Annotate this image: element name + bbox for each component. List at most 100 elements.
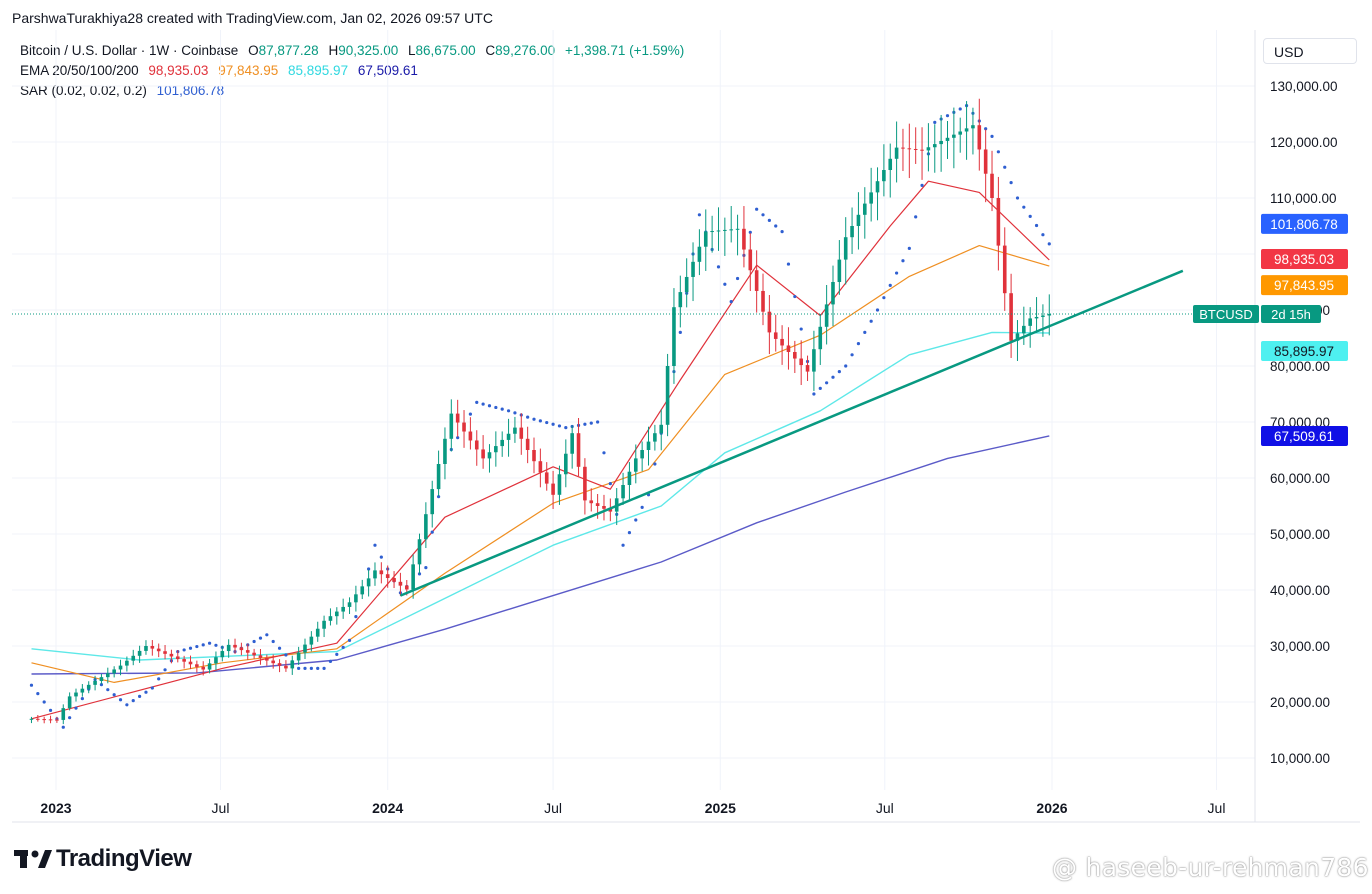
legend-ema-row[interactable]: EMA 20/50/100/200 98,935.03 97,843.95 85… bbox=[20, 61, 690, 81]
candle-body bbox=[284, 665, 288, 669]
sar-dot bbox=[990, 134, 994, 138]
candle-body bbox=[576, 433, 581, 467]
candle-body bbox=[258, 655, 263, 658]
candle-body bbox=[990, 173, 994, 198]
candle-body bbox=[455, 413, 460, 423]
candle-body bbox=[271, 660, 275, 664]
sar-dot bbox=[195, 644, 199, 649]
brand-name: TradingView bbox=[56, 845, 192, 872]
candle-body bbox=[932, 144, 937, 148]
candle-body bbox=[347, 602, 352, 607]
sar-dot bbox=[373, 543, 377, 547]
ema100-line bbox=[31, 331, 1050, 661]
low-value: 86,675.00 bbox=[415, 43, 476, 58]
x-tick-label: 2023 bbox=[40, 800, 71, 816]
candle-body bbox=[487, 452, 492, 459]
candle-body bbox=[799, 358, 803, 366]
ema200-line bbox=[31, 435, 1050, 675]
candle-body bbox=[449, 413, 454, 439]
sar-dot bbox=[48, 708, 53, 713]
sar-dot bbox=[265, 633, 269, 637]
candle-body bbox=[958, 131, 963, 135]
candle-body bbox=[1015, 333, 1020, 341]
candle-body bbox=[729, 229, 734, 231]
price-axis-label-bg bbox=[1261, 275, 1348, 296]
candle-body bbox=[532, 450, 536, 462]
y-tick-label: 20,000.00 bbox=[1270, 695, 1330, 710]
candle-body bbox=[322, 620, 326, 629]
y-tick-label: 10,000.00 bbox=[1270, 751, 1330, 766]
ema50-value: 97,843.95 bbox=[218, 63, 279, 78]
sar-dot bbox=[500, 407, 504, 411]
candle-body bbox=[913, 149, 918, 150]
sar-dot bbox=[188, 646, 193, 650]
sar-dot bbox=[735, 276, 740, 281]
candle-body bbox=[1022, 325, 1026, 334]
sar-dot bbox=[309, 666, 313, 671]
sar-dot bbox=[799, 327, 803, 331]
candle-body bbox=[417, 539, 422, 565]
last-price-symbol: BTCUSD bbox=[1199, 307, 1252, 322]
sar-dot bbox=[914, 215, 918, 219]
candle-body bbox=[672, 307, 676, 366]
tradingview-brand[interactable]: TradingView bbox=[14, 845, 192, 873]
sar-dot bbox=[634, 518, 638, 522]
price-axis-label: 67,509.61 bbox=[1274, 429, 1334, 444]
sar-dot bbox=[379, 555, 383, 559]
y-tick-label: 40,000.00 bbox=[1270, 583, 1330, 598]
candle-body bbox=[42, 719, 46, 721]
candle-body bbox=[36, 718, 40, 720]
candle-body bbox=[443, 438, 447, 464]
candle-body bbox=[156, 648, 161, 652]
y-tick-label: 110,000.00 bbox=[1270, 191, 1337, 206]
candle-body bbox=[684, 276, 689, 293]
legend-symbol-row[interactable]: Bitcoin / U.S. Dollar · 1W · Coinbase O8… bbox=[20, 41, 690, 61]
candle-body bbox=[1041, 315, 1045, 317]
candle-body bbox=[901, 147, 905, 149]
candle-body bbox=[137, 650, 142, 656]
price-axis-label: 98,935.03 bbox=[1274, 252, 1334, 267]
candle-body bbox=[112, 669, 116, 674]
candle-body bbox=[926, 147, 931, 151]
y-tick-label: 50,000.00 bbox=[1270, 527, 1330, 542]
sar-dot bbox=[163, 668, 167, 672]
candle-body bbox=[500, 439, 505, 447]
candle-body bbox=[341, 606, 345, 612]
candle-body bbox=[977, 125, 982, 150]
countdown-label: 2d 15h bbox=[1271, 307, 1311, 322]
chart-legend: Bitcoin / U.S. Dollar · 1W · Coinbase O8… bbox=[20, 41, 690, 101]
sar-dot bbox=[118, 698, 123, 702]
currency-button[interactable]: USD bbox=[1263, 38, 1357, 64]
sar-dot bbox=[322, 666, 326, 671]
trendline bbox=[399, 269, 1184, 597]
sar-dot bbox=[602, 451, 606, 455]
candle-body bbox=[392, 578, 396, 582]
sar-dot bbox=[354, 615, 358, 619]
sar-dot bbox=[513, 411, 517, 415]
sar-dot bbox=[589, 421, 593, 425]
sar-dot bbox=[303, 666, 307, 671]
candle-body bbox=[188, 661, 193, 665]
candle-body bbox=[971, 125, 975, 129]
candle-body bbox=[519, 427, 524, 439]
candle-body bbox=[570, 433, 574, 454]
x-tick-label: 2024 bbox=[372, 800, 403, 816]
sar-dot bbox=[1041, 233, 1045, 237]
sar-dot bbox=[36, 692, 40, 696]
candle-body bbox=[544, 472, 549, 484]
candle-body bbox=[201, 666, 206, 670]
sar-dot bbox=[888, 283, 892, 287]
candle-body bbox=[945, 137, 950, 141]
candle-body bbox=[169, 653, 174, 657]
candle-body bbox=[646, 441, 651, 450]
candle-body bbox=[780, 338, 784, 346]
candle-body bbox=[786, 345, 791, 352]
legend-sar-row[interactable]: SAR (0.02, 0.02, 0.2) 101,806.78 bbox=[20, 81, 690, 101]
sar-dot bbox=[42, 700, 46, 704]
sar-dot bbox=[901, 259, 905, 263]
candle-body bbox=[226, 644, 231, 652]
sar-dot bbox=[316, 666, 320, 671]
candle-body bbox=[735, 228, 740, 230]
candle-body bbox=[837, 259, 842, 282]
